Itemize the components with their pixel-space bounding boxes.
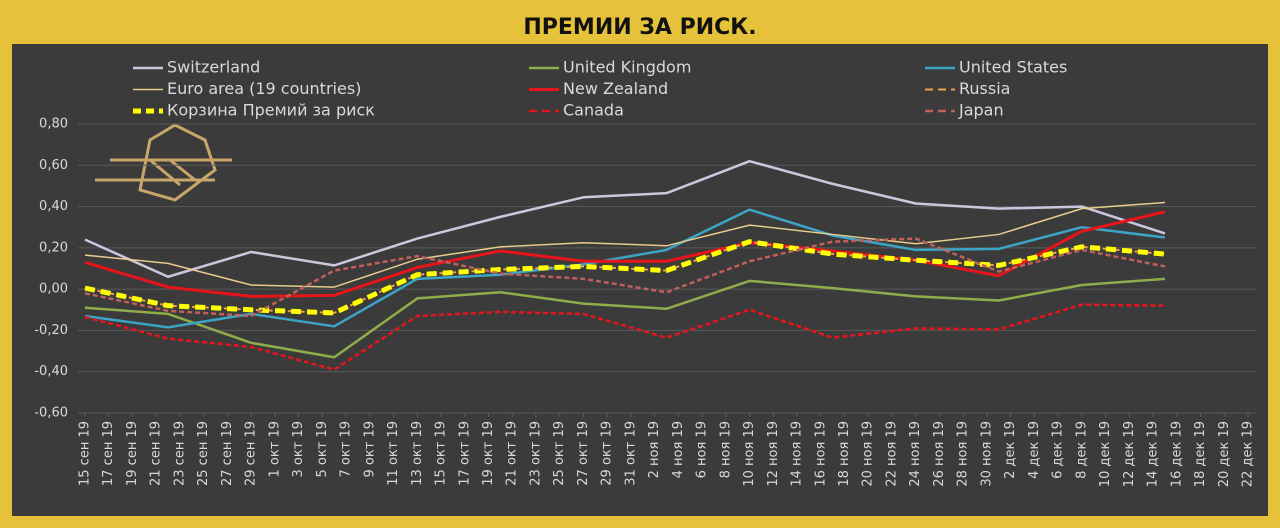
x-tick-label: 16 ноя 19	[813, 421, 828, 487]
x-tick-label: 10 дек 19	[1098, 421, 1113, 487]
x-tick-label: 4 ноя 19	[671, 421, 686, 478]
y-tick-label: 0,00	[39, 282, 68, 297]
x-tick-label: 11 окт 19	[386, 421, 401, 486]
logo	[95, 123, 232, 202]
y-tick-label: -0,60	[34, 406, 68, 421]
series-line	[84, 210, 1166, 298]
x-tick-label: 17 окт 19	[457, 421, 472, 486]
series-line	[84, 239, 1166, 316]
x-tick-label: 9 окт 19	[362, 421, 377, 477]
x-tick-label: 25 сен 19	[196, 421, 211, 486]
x-tick-label: 24 ноя 19	[908, 421, 923, 487]
legend-label: Корзина Премий за риск	[167, 101, 375, 120]
x-tick-label: 25 окт 19	[552, 421, 567, 486]
x-tick-label: 31 окт 19	[623, 421, 638, 486]
x-tick-label: 20 ноя 19	[861, 421, 876, 487]
legend-label: Canada	[563, 101, 624, 120]
chart-title: ПРЕМИИ ЗА РИСК.	[523, 15, 756, 40]
series-line	[84, 159, 1166, 279]
x-tick-label: 22 ноя 19	[884, 421, 899, 487]
y-tick-label: -0,20	[34, 323, 68, 338]
legend-label: United Kingdom	[563, 58, 691, 77]
x-tick-label: 1 окт 19	[267, 421, 282, 477]
x-tick-label: 12 дек 19	[1122, 421, 1137, 487]
x-tick-label: 8 дек 19	[1074, 421, 1089, 479]
plot-background	[12, 44, 1268, 516]
series-line	[84, 303, 1165, 371]
x-tick-label: 27 сен 19	[220, 421, 235, 486]
y-tick-label: 0,20	[39, 240, 68, 255]
x-tick-label: 18 дек 19	[1193, 421, 1208, 487]
x-tick-label: 19 сен 19	[125, 421, 140, 486]
y-tick-label: -0,40	[34, 364, 68, 379]
x-tick-label: 30 ноя 19	[979, 421, 994, 487]
x-tick-label: 12 ноя 19	[766, 421, 781, 487]
x-tick-label: 7 окт 19	[339, 421, 354, 477]
x-tick-label: 6 ноя 19	[695, 421, 710, 478]
x-tick-label: 26 ноя 19	[932, 421, 947, 487]
x-tick-label: 13 окт 19	[410, 421, 425, 486]
x-tick-label: 6 дек 19	[1051, 421, 1066, 479]
x-tick-label: 18 ноя 19	[837, 421, 852, 487]
x-tick-label: 27 окт 19	[576, 421, 591, 486]
x-tick-label: 28 ноя 19	[956, 421, 971, 487]
x-tick-label: 20 дек 19	[1217, 421, 1232, 487]
x-tick-label: 17 сен 19	[101, 421, 116, 486]
x-tick-label: 3 окт 19	[291, 421, 306, 477]
legend-label: Euro area (19 countries)	[167, 79, 361, 98]
legend-label: Switzerland	[167, 58, 260, 77]
x-tick-label: 10 ноя 19	[742, 421, 757, 487]
series-line	[84, 237, 1166, 318]
x-tick-label: 29 сен 19	[244, 421, 259, 486]
x-tick-label: 21 окт 19	[505, 421, 520, 486]
legend-label: Russia	[959, 79, 1010, 98]
legend-label: New Zealand	[563, 79, 668, 98]
x-tick-label: 23 сен 19	[172, 421, 187, 486]
series-line	[84, 277, 1166, 359]
y-tick-label: 0,40	[39, 199, 68, 214]
x-tick-label: 21 сен 19	[149, 421, 164, 486]
x-tick-label: 16 дек 19	[1169, 421, 1184, 487]
x-tick-label: 2 дек 19	[1003, 421, 1018, 479]
x-tick-label: 22 дек 19	[1241, 421, 1256, 487]
x-tick-label: 2 ноя 19	[647, 421, 662, 478]
x-tick-label: 15 сен 19	[78, 421, 93, 486]
legend-label: United States	[959, 58, 1067, 77]
x-tick-label: 14 дек 19	[1146, 421, 1161, 487]
x-tick-label: 15 окт 19	[434, 421, 449, 486]
x-tick-label: 4 дек 19	[1027, 421, 1042, 479]
series-line	[84, 201, 1165, 288]
x-tick-label: 23 окт 19	[528, 421, 543, 486]
legend-label: Japan	[958, 101, 1004, 120]
x-tick-label: 14 ноя 19	[790, 421, 805, 487]
x-tick-label: 29 окт 19	[600, 421, 615, 486]
x-tick-label: 8 ноя 19	[718, 421, 733, 478]
x-tick-label: 19 окт 19	[481, 421, 496, 486]
x-tick-label: 5 окт 19	[315, 421, 330, 477]
series-line	[84, 208, 1166, 329]
y-tick-label: 0,60	[39, 158, 68, 173]
y-tick-label: 0,80	[39, 117, 68, 132]
